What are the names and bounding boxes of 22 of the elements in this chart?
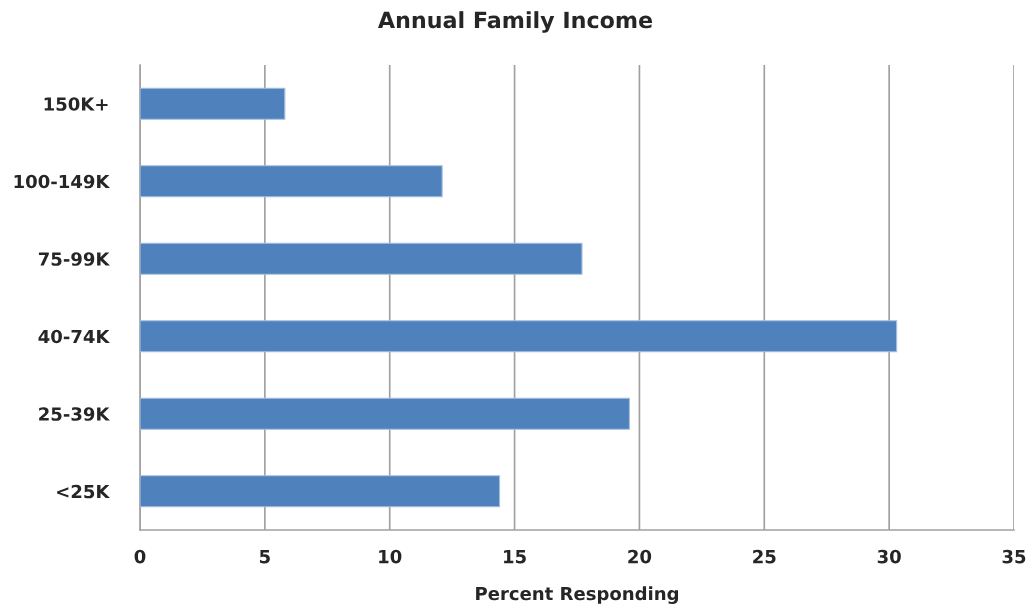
x-tick-label: 20: [628, 549, 652, 564]
x-tick-label: 25: [753, 549, 776, 564]
bar: [140, 165, 443, 198]
bar: [140, 87, 286, 120]
bar: [140, 320, 898, 353]
x-tick-label: 5: [259, 550, 270, 564]
y-tick-label: 150K+: [44, 97, 108, 111]
x-tick-label: 10: [379, 549, 402, 564]
y-tick-label: 75-99K: [38, 252, 110, 266]
x-tick-label: 30: [877, 549, 901, 564]
x-tick-label: 15: [504, 550, 526, 564]
bar: [140, 242, 583, 275]
y-tick-label: 100-149K: [14, 174, 110, 189]
bar: [140, 475, 501, 508]
x-tick-label: 35: [1002, 549, 1026, 564]
y-tick-label: <25K: [57, 484, 110, 499]
chart-title: Annual Family Income: [377, 11, 653, 33]
x-tick-label: 0: [134, 549, 146, 564]
x-axis-title: Percent Responding: [476, 586, 679, 604]
bar: [140, 397, 630, 430]
y-tick-label: 25-39K: [39, 407, 110, 421]
y-tick-label: 40-74K: [38, 329, 110, 344]
